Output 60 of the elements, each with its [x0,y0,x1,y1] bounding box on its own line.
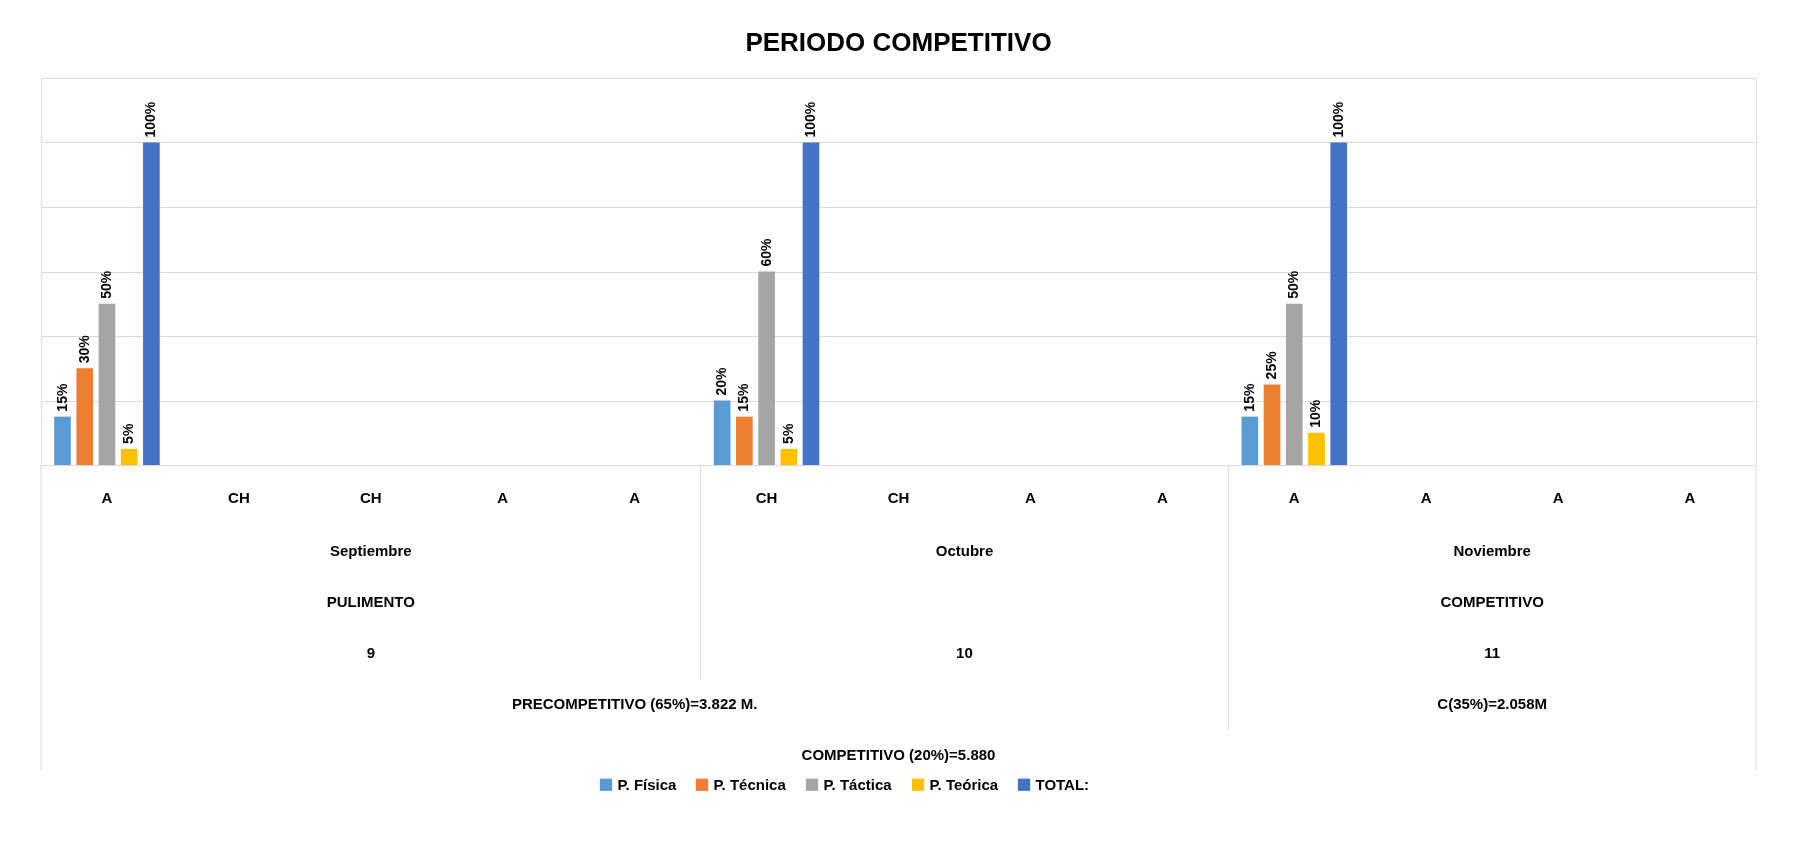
legend-label: P. Táctica [823,775,893,793]
data-label: 50% [97,270,114,299]
x-tick-label: A [1420,488,1432,506]
legend-label: P. Teórica [929,775,999,793]
legend-label: P. Física [617,775,678,793]
x-tick-label: CH [755,488,778,506]
data-label: 50% [1285,270,1302,299]
bar [1241,416,1259,465]
data-label: 15% [1240,383,1257,412]
text: 9 [366,644,375,661]
bar [780,448,798,465]
text: COMPETITIVO (20%)=5.880 [801,746,996,763]
data-label: 5% [779,423,796,444]
x-tick-label: A [101,488,113,506]
bar [736,416,753,465]
bar [758,271,775,465]
data-label: 5% [120,423,137,444]
bar [98,303,116,465]
x-tick-label: A [1684,488,1696,506]
bar [76,368,94,465]
x-tick-label: CH [887,488,910,506]
data-label: 60% [757,237,774,267]
data-label: 100% [1329,101,1346,138]
text: COMPETITIVO [1440,593,1545,610]
bar [713,400,731,465]
text: 10 [956,644,973,661]
text: C(35%)=2.058M [1437,695,1547,712]
data-label: 25% [1263,350,1280,380]
text: 11 [1484,644,1501,661]
bar [120,448,138,465]
data-label: 20% [713,366,730,396]
x-tick-label: A [1156,488,1168,506]
x-tick-label: A [1288,488,1300,506]
data-label: 15% [735,383,752,412]
data-label: 30% [75,334,92,364]
text: Septiembre [329,542,412,559]
bar [1263,384,1281,465]
bar [143,142,160,465]
bar [1308,432,1325,465]
data-label: 100% [802,101,819,138]
x-tick-label: A [629,488,641,506]
legend-label: TOTAL: [1035,775,1090,793]
chart-title: PERIODO COMPETITIVO [745,27,1052,57]
x-tick-label: CH [359,488,382,506]
data-label: 15% [53,383,70,412]
text: Octubre [935,542,994,559]
data-label: 100% [142,101,159,138]
x-tick-label: A [1552,488,1564,506]
bar [802,142,820,465]
x-tick-label: CH [228,488,250,506]
data-label: 10% [1307,399,1324,428]
text: Noviembre [1453,542,1531,559]
x-tick-label: A [497,488,509,506]
bar [1330,142,1348,465]
text: PRECOMPETITIVO (65%)=3.822 M. [511,695,758,712]
x-tick-label: A [1025,488,1036,506]
text: PULIMENTO [326,593,416,610]
bar [54,416,71,465]
bar [1285,303,1303,465]
legend-label: P. Técnica [713,775,787,793]
